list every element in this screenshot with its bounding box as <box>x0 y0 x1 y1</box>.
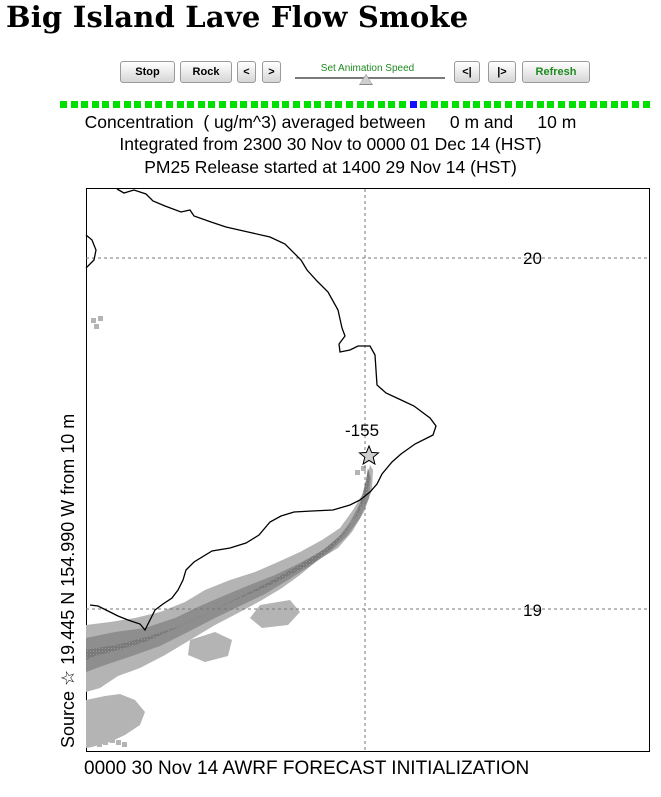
frame-marker[interactable] <box>335 101 343 108</box>
frame-marker[interactable] <box>483 101 491 108</box>
frame-marker[interactable] <box>430 101 438 108</box>
plume-cell <box>94 324 99 329</box>
frame-marker[interactable] <box>610 101 618 108</box>
frame-marker[interactable] <box>208 101 216 108</box>
longitude-label-155: -155 <box>345 421 379 440</box>
frame-marker[interactable] <box>218 101 226 108</box>
frame-marker[interactable] <box>123 101 131 108</box>
frame-marker[interactable] <box>176 101 184 108</box>
plume-mid-band <box>86 470 371 672</box>
frame-marker[interactable] <box>526 101 534 108</box>
frame-marker[interactable] <box>547 101 555 108</box>
plume-cell <box>355 470 360 475</box>
frame-marker[interactable] <box>451 101 459 108</box>
frame-marker[interactable] <box>473 101 481 108</box>
frame-marker[interactable] <box>81 101 89 108</box>
first-frame-button[interactable]: <| <box>454 61 480 83</box>
plume-cell <box>91 736 96 741</box>
frame-marker[interactable] <box>621 101 629 108</box>
frame-marker[interactable] <box>399 101 406 108</box>
plume-cell <box>98 316 103 321</box>
frame-marker[interactable] <box>70 101 78 108</box>
next-frame-button[interactable]: > <box>262 61 281 83</box>
frame-marker[interactable] <box>250 101 258 108</box>
frame-marker[interactable] <box>356 101 364 108</box>
frame-marker[interactable] <box>324 101 332 108</box>
plume-cell <box>110 738 115 743</box>
frame-marker[interactable] <box>102 101 110 108</box>
frame-marker[interactable] <box>197 101 205 108</box>
frame-marker[interactable] <box>282 101 290 108</box>
frame-marker[interactable] <box>494 101 502 108</box>
plume-cell <box>91 318 96 323</box>
plume-light-patch <box>188 632 232 662</box>
frame-marker[interactable] <box>367 101 375 108</box>
plume-light-patch <box>86 694 145 748</box>
frame-marker[interactable] <box>504 101 512 108</box>
latitude-label-20: 20 <box>523 249 542 268</box>
smoke-plume <box>86 316 373 748</box>
plume-cell <box>97 742 102 747</box>
last-frame-button[interactable]: |> <box>488 61 516 83</box>
header-integration: Integrated from 2300 30 Nov to 0000 01 D… <box>119 134 542 154</box>
big-island-coastline <box>89 188 437 632</box>
frame-marker[interactable] <box>557 101 565 108</box>
frame-marker[interactable] <box>346 101 354 108</box>
frame-marker[interactable] <box>600 101 608 108</box>
plume-cell <box>122 742 127 747</box>
frame-marker[interactable] <box>91 101 99 108</box>
frame-marker[interactable] <box>377 101 385 108</box>
frame-marker[interactable] <box>388 101 396 108</box>
frame-indicator-bar <box>60 101 650 109</box>
frame-marker[interactable] <box>536 101 544 108</box>
plume-cell <box>116 740 121 745</box>
plume-cell <box>103 740 108 745</box>
frame-marker[interactable] <box>441 101 449 108</box>
west-coastline <box>85 234 97 269</box>
frame-marker[interactable] <box>229 101 237 108</box>
latitude-label-19: 19 <box>523 601 542 620</box>
frame-marker[interactable] <box>240 101 248 108</box>
frame-marker[interactable] <box>568 101 576 108</box>
frame-marker[interactable] <box>589 101 597 108</box>
plume-light-patch <box>250 600 300 628</box>
frame-marker[interactable] <box>462 101 470 108</box>
source-star-icon <box>358 444 380 466</box>
frame-marker-current[interactable] <box>409 101 417 108</box>
frame-marker[interactable] <box>314 101 322 108</box>
frame-marker[interactable] <box>187 101 195 108</box>
refresh-button[interactable]: Refresh <box>522 61 590 83</box>
frame-marker[interactable] <box>60 101 67 108</box>
frame-marker[interactable] <box>579 101 587 108</box>
slider-thumb[interactable] <box>359 75 372 84</box>
frame-marker[interactable] <box>261 101 269 108</box>
header-release: PM25 Release started at 1400 29 Nov 14 (… <box>144 157 517 177</box>
page-title: Big Island Lave Flow Smoke <box>6 0 469 34</box>
stop-button[interactable]: Stop <box>120 61 175 83</box>
y-axis-source-label: Source ☆ 19.445 N 154.990 W from 10 m <box>58 413 78 748</box>
forecast-footer: 0000 30 Nov 14 AWRF FORECAST INITIALIZAT… <box>84 758 530 779</box>
header-concentration: Concentration ( ug/m^3) averaged between… <box>84 112 577 132</box>
rock-button[interactable]: Rock <box>180 61 232 83</box>
frame-marker[interactable] <box>293 101 301 108</box>
frame-marker[interactable] <box>165 101 173 108</box>
frame-marker[interactable] <box>420 101 428 108</box>
frame-marker[interactable] <box>271 101 279 108</box>
frame-marker[interactable] <box>134 101 142 108</box>
previous-frame-button[interactable]: < <box>237 61 256 83</box>
frame-marker[interactable] <box>642 101 650 108</box>
animation-speed-label: Set Animation Speed <box>320 63 415 74</box>
frame-marker[interactable] <box>632 101 640 108</box>
frame-marker[interactable] <box>515 101 523 108</box>
plume-cell <box>361 466 366 471</box>
frame-marker[interactable] <box>112 101 120 108</box>
frame-marker[interactable] <box>144 101 152 108</box>
frame-marker[interactable] <box>303 101 311 108</box>
frame-marker[interactable] <box>155 101 163 108</box>
